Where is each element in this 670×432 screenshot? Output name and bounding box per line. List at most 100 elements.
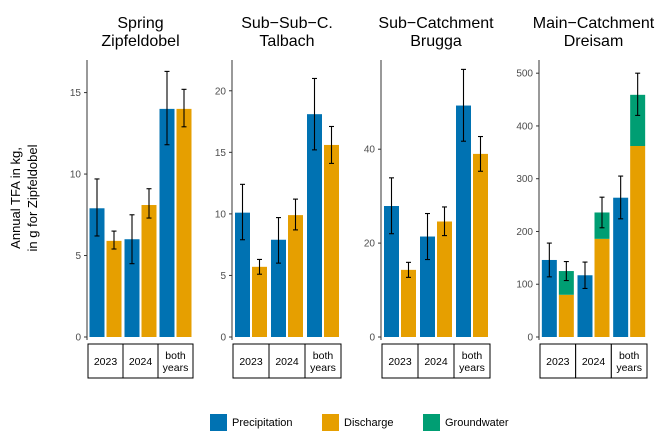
y-tick-label: 20	[364, 239, 376, 250]
bar-discharge	[141, 205, 157, 337]
category-label: 2024	[129, 356, 153, 368]
errorbar-discharge-groundwater	[563, 261, 569, 282]
panel-title-line: Talbach	[259, 33, 314, 50]
bar-precipitation	[271, 239, 286, 337]
category-label: 2023	[239, 356, 263, 368]
y-tick-label: 15	[70, 88, 82, 99]
category-label: both	[619, 350, 640, 362]
bar-precipitation	[124, 239, 140, 337]
panel-title-line: Spring	[117, 15, 163, 32]
y-tick-label: 0	[369, 333, 375, 344]
errorbar-discharge	[181, 88, 187, 128]
category-strip	[87, 343, 124, 379]
y-tick-label: 300	[516, 174, 533, 185]
bar-precipitation	[384, 206, 399, 337]
errorbar-precipitation	[94, 178, 100, 237]
errorbar-discharge	[111, 230, 117, 250]
errorbar-discharge	[329, 125, 334, 164]
errorbar-discharge	[478, 135, 483, 172]
y-tick-label: 5	[75, 251, 81, 262]
errorbar-precipitation	[389, 177, 394, 235]
bar-discharge	[106, 240, 122, 337]
y-tick-label: 0	[220, 333, 226, 344]
legend-item-discharge: Discharge	[322, 414, 394, 431]
y-tick-label: 200	[516, 227, 533, 238]
category-label: both	[165, 350, 186, 362]
category-label: 2024	[582, 356, 606, 368]
y-tick-label: 5	[220, 271, 226, 282]
category-strip	[610, 343, 648, 379]
panel-title-line: Zipfeldobel	[101, 33, 179, 50]
bar-precipitation	[456, 105, 471, 337]
y-tick-label: 10	[215, 209, 227, 220]
category-strip	[417, 343, 455, 379]
legend-key-precipitation	[210, 414, 227, 431]
y-tick-label: 0	[527, 333, 533, 344]
y-tick-label: 20	[215, 86, 227, 97]
bar-discharge	[558, 294, 574, 337]
category-label: 2024	[275, 356, 299, 368]
errorbar-precipitation	[618, 175, 624, 220]
legend-label: Precipitation	[232, 417, 293, 429]
panel-2: Sub−Sub−C.Talbach 0 5 10 15 20 2023 2024 bothyea…	[215, 15, 342, 379]
category-label: years	[459, 362, 485, 374]
errorbar-precipitation	[240, 183, 245, 241]
errorbar-precipitation	[164, 70, 170, 146]
legend-item-groundwater: Groundwater	[423, 414, 509, 431]
errorbar-precipitation	[461, 68, 466, 142]
legend-key-discharge	[322, 414, 339, 431]
y-tick-label: 100	[516, 280, 533, 291]
errorbar-precipitation	[129, 214, 135, 265]
bar-discharge	[437, 221, 452, 337]
errorbar-precipitation	[312, 77, 317, 151]
errorbar-precipitation	[546, 242, 552, 278]
bar-groundwater	[630, 94, 646, 147]
y-tick-label: 40	[364, 145, 376, 156]
y-tick-label: 500	[516, 69, 533, 80]
bar-groundwater	[558, 271, 574, 295]
errorbar-precipitation	[276, 217, 281, 264]
legend-item-precipitation: Precipitation	[210, 414, 293, 431]
y-axis-title-line-1: Annual TFA in kg,	[8, 147, 23, 249]
bar-precipitation	[420, 236, 435, 337]
panel-title-line: Main−Catchment	[533, 15, 655, 32]
bar-discharge	[288, 215, 303, 337]
panel-title-line: Dreisam	[564, 33, 624, 50]
bar-discharge	[473, 153, 488, 337]
category-label: both	[313, 350, 334, 362]
bar-discharge	[324, 144, 339, 337]
errorbar-discharge-groundwater	[599, 196, 605, 229]
category-label: 2023	[546, 356, 570, 368]
category-strip	[157, 343, 194, 379]
bar-precipitation	[577, 275, 593, 337]
bar-precipitation	[307, 114, 322, 338]
y-axis-title: Annual TFA in kg, in g for Zipfeldobel	[8, 144, 40, 251]
errorbar-discharge-groundwater	[635, 72, 641, 116]
y-tick-label: 10	[70, 170, 82, 181]
category-label: years	[616, 362, 642, 374]
category-label: 2023	[388, 356, 412, 368]
bar-precipitation	[541, 259, 557, 337]
panel-title-line: Sub−Catchment	[378, 15, 494, 32]
legend-key-groundwater	[423, 414, 440, 431]
bar-discharge	[401, 269, 416, 337]
bar-discharge	[252, 266, 267, 337]
bar-precipitation	[89, 208, 105, 337]
y-axis-title-line-2: in g for Zipfeldobel	[25, 144, 40, 251]
bar-discharge	[594, 238, 610, 337]
category-label: years	[163, 362, 189, 374]
panel-title-line: Brugga	[410, 33, 462, 50]
legend: Precipitation Discharge Groundwater	[210, 414, 509, 431]
bar-discharge	[630, 146, 646, 337]
y-tick-label: 15	[215, 148, 227, 159]
errorbar-discharge	[406, 261, 411, 278]
errorbar-precipitation	[425, 212, 430, 261]
panel-title-line: Sub−Sub−C.	[241, 15, 333, 32]
category-label: both	[462, 350, 483, 362]
bar-discharge	[176, 108, 192, 337]
legend-label: Groundwater	[445, 417, 509, 429]
